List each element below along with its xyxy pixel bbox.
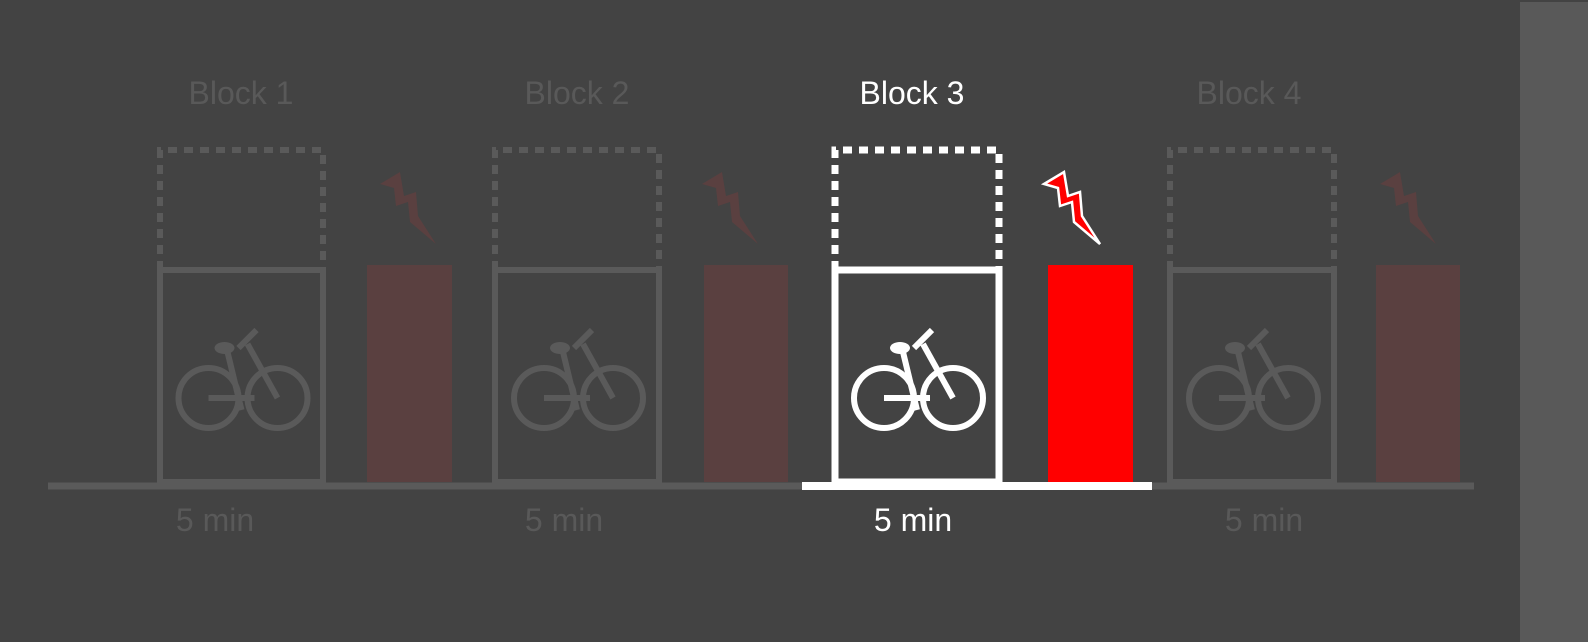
- bicycle-icon: [851, 327, 986, 431]
- bike-seat-tube: [560, 351, 580, 411]
- vertical-scrollbar[interactable]: [1520, 2, 1588, 642]
- duration-label: 5 min: [525, 502, 603, 538]
- bike-handlebar: [571, 327, 595, 351]
- block-label: Block 4: [1197, 75, 1302, 111]
- bike-fork: [1255, 342, 1291, 400]
- lightning-bolt-icon: [380, 172, 436, 244]
- bike-seat-tube: [224, 351, 245, 411]
- dotted-slot-frame: [157, 147, 326, 270]
- battery-bar: [1048, 265, 1133, 482]
- bike-fork: [580, 342, 616, 400]
- bicycle-icon: [1186, 327, 1321, 431]
- bike-seat: [890, 342, 910, 354]
- block-group-1: Block 1 5 min: [157, 75, 452, 538]
- bike-seat: [550, 342, 570, 354]
- bike-handlebar: [1246, 327, 1270, 351]
- block-label: Block 3: [860, 75, 965, 111]
- dotted-slot-frame: [492, 147, 662, 270]
- block-group-3: Block 3 5 min: [802, 75, 1152, 538]
- block-label: Block 2: [525, 75, 630, 111]
- duration-label: 5 min: [874, 502, 952, 538]
- bike-dock-frame: [157, 267, 326, 485]
- bike-fork: [920, 342, 956, 400]
- bike-seat: [214, 342, 235, 354]
- bike-fork: [244, 342, 281, 400]
- dotted-slot-frame: [1167, 147, 1337, 270]
- battery-bar: [1376, 265, 1460, 482]
- duration-label: 5 min: [1225, 502, 1303, 538]
- lightning-bolt-icon: [1380, 172, 1436, 244]
- bicycle-icon: [175, 327, 311, 431]
- bicycle-icon: [511, 327, 646, 431]
- bike-seat-tube: [900, 351, 920, 411]
- bike-dock-frame: [1167, 267, 1337, 485]
- block-group-2: Block 2 5 min: [492, 75, 788, 538]
- bike-seat-tube: [1235, 351, 1255, 411]
- block-label: Block 1: [189, 75, 294, 111]
- dotted-slot-frame: [831, 146, 1003, 270]
- bike-dock-frame: [492, 267, 662, 485]
- bike-handlebar: [911, 327, 935, 351]
- battery-bar: [704, 265, 788, 482]
- battery-bar: [367, 265, 452, 482]
- block-group-4: Block 4 5 min: [1167, 75, 1460, 538]
- bike-handlebar: [236, 327, 259, 351]
- lightning-bolt-icon: [702, 172, 758, 244]
- duration-label: 5 min: [176, 502, 254, 538]
- lightning-bolt-icon: [1040, 169, 1102, 245]
- bike-seat: [1225, 342, 1245, 354]
